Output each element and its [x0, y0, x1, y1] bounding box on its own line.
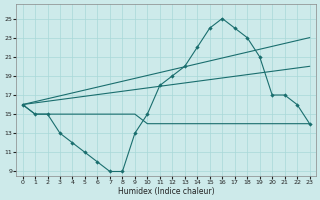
X-axis label: Humidex (Indice chaleur): Humidex (Indice chaleur) — [118, 187, 214, 196]
